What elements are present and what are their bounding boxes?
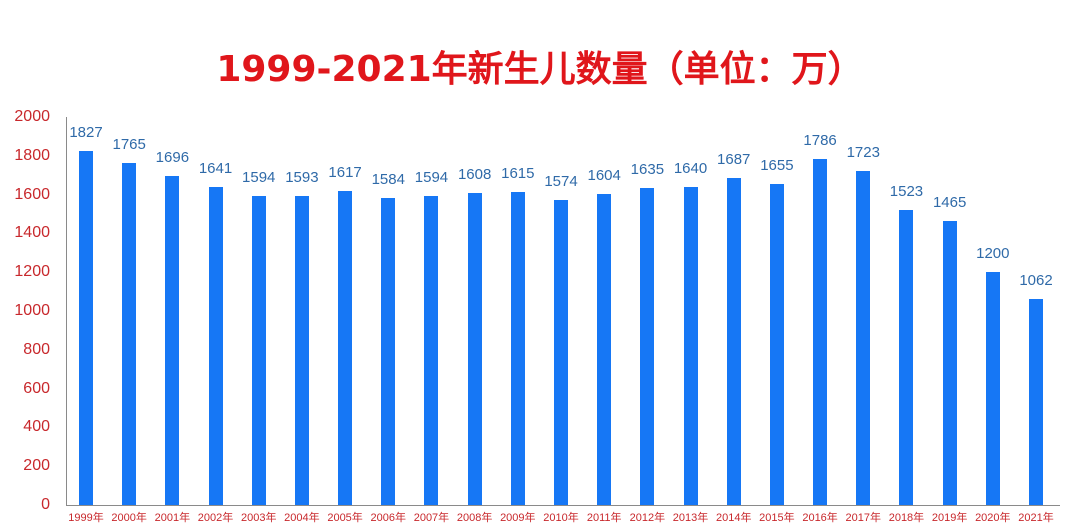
bar-value-label: 1723 (846, 143, 880, 161)
y-tick-label: 2000 (14, 108, 50, 125)
bar-value-label: 1062 (1019, 271, 1053, 289)
bar-value-label: 1574 (544, 172, 578, 190)
bar-2002年 (208, 186, 223, 505)
bar-value-label: 1640 (673, 159, 708, 177)
bar-2020年 (985, 272, 1000, 505)
bar-2009年 (510, 191, 525, 505)
bar-value-label: 1523 (889, 182, 924, 200)
x-tick-label: 2021年 (1018, 512, 1054, 524)
bar-value-label: 1635 (630, 160, 665, 178)
bar-2021年 (1029, 298, 1043, 505)
bar-2011年 (597, 193, 612, 505)
y-tick-label: 1600 (14, 185, 50, 203)
bar-2018年 (899, 209, 914, 505)
bar-value-label: 1594 (242, 168, 276, 186)
bar-value-label: 1827 (69, 123, 103, 141)
x-tick-label: 2000年 (111, 512, 147, 524)
y-tick-label: 600 (23, 379, 50, 397)
bar-value-label: 1608 (457, 166, 492, 184)
x-tick-label: 2012年 (629, 512, 666, 524)
x-tick-label: 2007年 (413, 512, 450, 524)
y-tick-label: 1200 (14, 263, 50, 281)
bar-2015年 (769, 183, 784, 505)
x-tick-label: 2018年 (888, 512, 925, 524)
x-axis-line (66, 505, 1060, 506)
x-tick-label: 2011年 (586, 512, 622, 524)
x-tick-label: 2005年 (327, 512, 363, 524)
x-tick-label: 2016年 (802, 512, 838, 524)
y-axis-line (66, 117, 67, 506)
x-tick-label: 2008年 (456, 512, 493, 524)
bar-2014年 (726, 177, 741, 505)
x-tick-label: 2003年 (240, 512, 277, 524)
bar-value-label: 1465 (932, 193, 967, 211)
bar-value-label: 1604 (587, 166, 621, 184)
bar-value-label: 1584 (371, 170, 405, 188)
bar-value-label: 1687 (717, 150, 751, 168)
bar-2007年 (424, 195, 439, 505)
y-tick-label: 1800 (14, 146, 50, 164)
y-tick-label: 800 (23, 340, 50, 358)
bar-2017年 (856, 170, 871, 505)
bar-value-label: 1593 (285, 168, 319, 186)
x-tick-label: 2009年 (500, 512, 536, 524)
x-tick-label: 2013年 (672, 512, 709, 524)
bar-value-label: 1200 (976, 245, 1010, 263)
bar-2008年 (467, 193, 482, 505)
bar-2019年 (942, 220, 957, 505)
bar-1999年 (79, 150, 93, 505)
y-tick-label: 0 (41, 496, 50, 513)
bar-2016年 (813, 158, 828, 505)
bar-2010年 (554, 199, 568, 505)
bar-value-label: 1617 (328, 164, 362, 182)
bar-value-label: 1655 (760, 156, 794, 174)
bar-2001年 (165, 175, 180, 505)
x-tick-label: 2020年 (975, 512, 1011, 524)
x-tick-label: 2006年 (370, 512, 406, 524)
x-tick-label: 2004年 (284, 512, 320, 524)
x-tick-label: 2017年 (845, 512, 881, 524)
x-tick-label: 2014年 (715, 512, 752, 524)
bar-2004年 (294, 195, 309, 505)
bar-2013年 (683, 186, 698, 505)
x-tick-label: 2015年 (759, 512, 795, 524)
x-tick-label: 1999年 (68, 512, 104, 524)
bar-2006年 (381, 197, 396, 505)
y-tick-label: 400 (23, 418, 50, 436)
chart-title: 1999-2021年新生儿数量（单位：万） (216, 49, 864, 90)
bar-value-label: 1696 (155, 148, 190, 166)
y-tick-label: 1000 (14, 302, 50, 319)
bar-value-label: 1594 (414, 168, 449, 186)
y-tick-label: 200 (23, 457, 50, 475)
y-tick-label: 1400 (14, 224, 50, 242)
bar-value-label: 1615 (501, 164, 535, 182)
x-tick-label: 2019年 (931, 512, 968, 524)
x-tick-label: 2002年 (197, 512, 234, 524)
bar-value-label: 1641 (198, 159, 233, 177)
bar-2005年 (338, 191, 353, 505)
bar-2003年 (251, 195, 266, 505)
x-tick-label: 2001年 (154, 512, 191, 524)
bar-2000年 (122, 162, 137, 505)
bar-2012年 (640, 187, 655, 505)
bar-value-label: 1786 (803, 131, 837, 149)
bar-value-label: 1765 (112, 135, 146, 153)
x-tick-label: 2010年 (543, 512, 579, 524)
